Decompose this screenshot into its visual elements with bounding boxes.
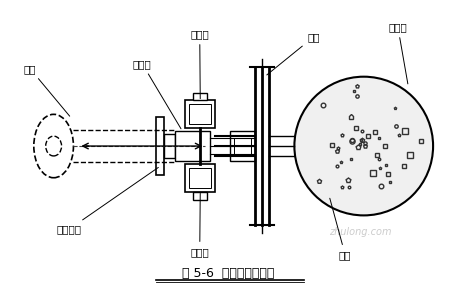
Text: 钢管: 钢管 — [24, 64, 69, 116]
Text: 桩注桩: 桩注桩 — [388, 22, 408, 84]
Circle shape — [294, 77, 433, 216]
Ellipse shape — [46, 136, 62, 156]
Polygon shape — [234, 138, 251, 154]
Polygon shape — [193, 192, 207, 200]
Polygon shape — [186, 164, 215, 192]
Text: zhulong.com: zhulong.com — [329, 227, 392, 237]
Ellipse shape — [34, 114, 74, 178]
Polygon shape — [230, 131, 255, 161]
Polygon shape — [189, 168, 211, 188]
Polygon shape — [175, 131, 210, 161]
Text: 图 5-6  钢管横撑安装图: 图 5-6 钢管横撑安装图 — [182, 267, 274, 280]
Text: 活络缩头: 活络缩头 — [57, 167, 158, 234]
Polygon shape — [189, 104, 211, 124]
Polygon shape — [186, 101, 215, 128]
Polygon shape — [156, 117, 164, 175]
Text: 千斤顶: 千斤顶 — [191, 29, 209, 99]
Polygon shape — [193, 92, 207, 101]
Text: 千斤顶: 千斤顶 — [191, 194, 209, 257]
Text: 钢楞: 钢楞 — [267, 32, 320, 75]
Text: 活络头: 活络头 — [133, 59, 181, 129]
Text: 围楞: 围楞 — [330, 198, 351, 260]
Polygon shape — [164, 134, 175, 158]
